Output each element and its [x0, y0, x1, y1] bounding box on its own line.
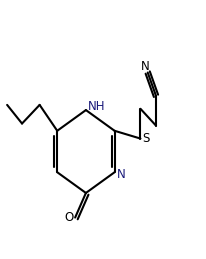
Text: N: N [140, 60, 149, 73]
Text: O: O [64, 211, 74, 224]
Text: S: S [142, 132, 149, 145]
Text: NH: NH [88, 100, 105, 113]
Text: N: N [117, 168, 125, 181]
